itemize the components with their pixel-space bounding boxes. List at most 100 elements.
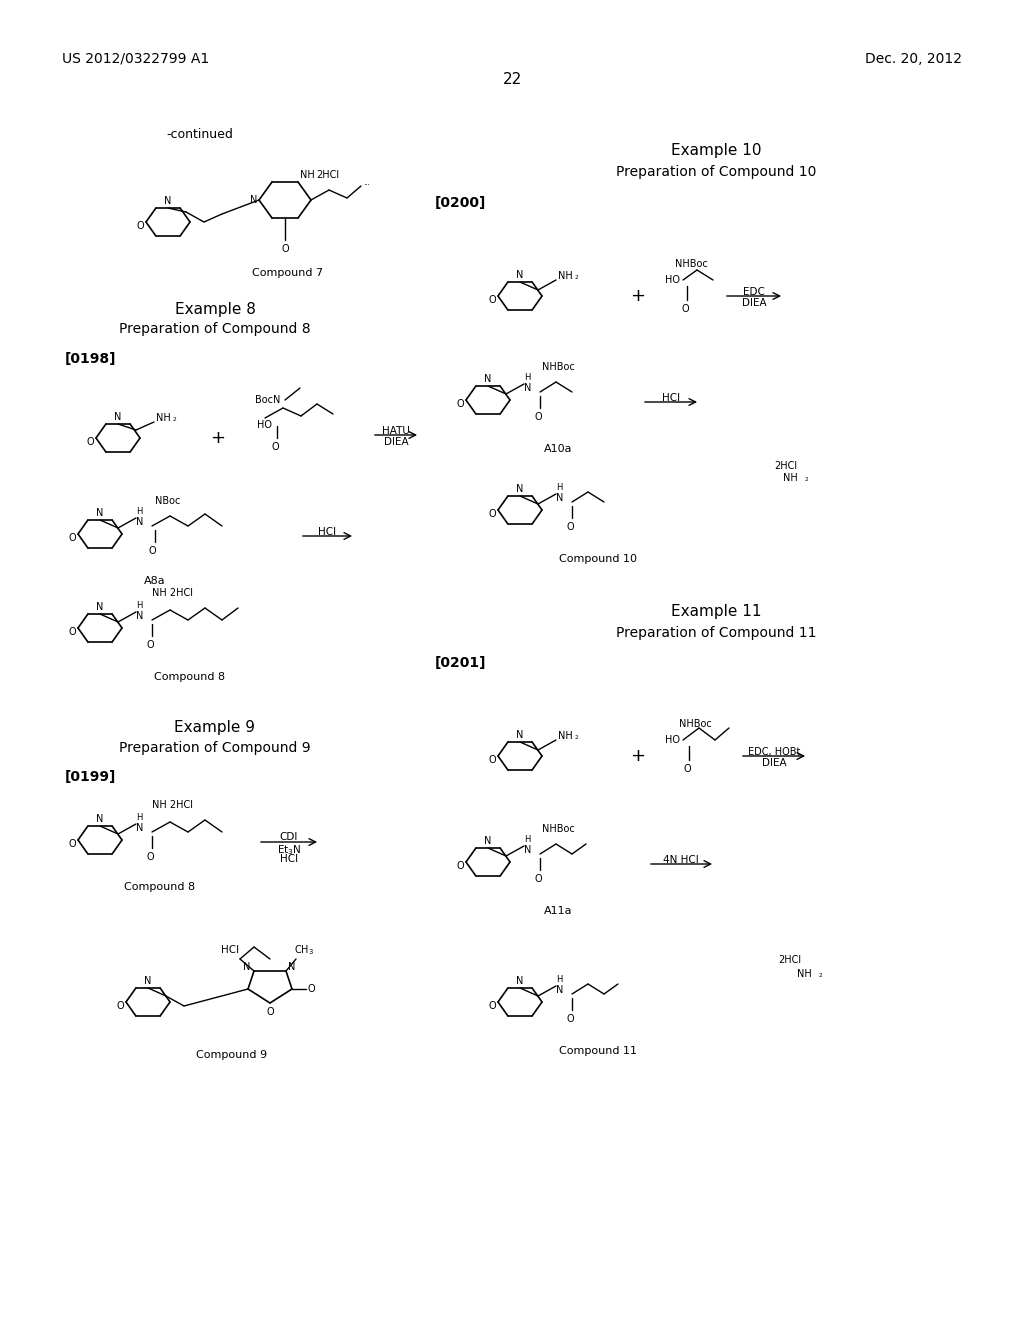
Text: N: N — [250, 195, 257, 205]
Text: N: N — [524, 845, 531, 855]
Text: H: H — [136, 507, 142, 516]
Text: +: + — [631, 286, 645, 305]
Text: O: O — [535, 412, 542, 422]
Text: 22: 22 — [503, 73, 521, 87]
Text: $_2$: $_2$ — [172, 414, 177, 424]
Text: HCl: HCl — [317, 527, 336, 537]
Text: O: O — [488, 755, 496, 766]
Text: -continued: -continued — [167, 128, 233, 141]
Text: H: H — [556, 483, 562, 492]
Text: N: N — [288, 962, 295, 972]
Text: Compound 9: Compound 9 — [197, 1049, 267, 1060]
Text: N: N — [96, 814, 103, 824]
Text: Compound 8: Compound 8 — [125, 882, 196, 892]
Text: O: O — [683, 764, 691, 774]
Text: O: O — [488, 296, 496, 305]
Text: O: O — [148, 546, 156, 556]
Text: $_2$: $_2$ — [804, 474, 809, 483]
Text: A11a: A11a — [544, 906, 572, 916]
Text: CH$_3$: CH$_3$ — [294, 944, 314, 957]
Text: NH: NH — [300, 170, 314, 180]
Text: NBoc: NBoc — [156, 496, 180, 506]
Text: Et$_3$N: Et$_3$N — [276, 843, 301, 857]
Text: O: O — [488, 510, 496, 519]
Text: 2HCl: 2HCl — [778, 954, 802, 965]
Text: N: N — [243, 962, 250, 972]
Text: Compound 7: Compound 7 — [253, 268, 324, 279]
Text: HO: HO — [665, 735, 680, 744]
Text: $_2$: $_2$ — [574, 272, 580, 281]
Text: N: N — [516, 484, 523, 494]
Text: 2HCl: 2HCl — [316, 170, 339, 180]
Text: 2HCl: 2HCl — [774, 461, 798, 471]
Text: O: O — [535, 874, 542, 884]
Text: N: N — [556, 985, 563, 995]
Text: [0199]: [0199] — [65, 770, 117, 784]
Text: NHBoc: NHBoc — [675, 259, 708, 269]
Text: A8a: A8a — [144, 576, 166, 586]
Text: Compound 8: Compound 8 — [155, 672, 225, 682]
Text: O: O — [86, 437, 94, 447]
Text: NH: NH — [558, 731, 572, 741]
Text: N: N — [484, 374, 492, 384]
Text: N: N — [136, 611, 143, 620]
Text: Example 9: Example 9 — [174, 719, 256, 735]
Text: HCl: HCl — [662, 393, 680, 403]
Text: NH: NH — [156, 413, 171, 422]
Text: $_2$: $_2$ — [574, 733, 580, 742]
Text: N: N — [516, 730, 523, 741]
Text: [0198]: [0198] — [65, 352, 117, 366]
Text: Example 11: Example 11 — [671, 605, 761, 619]
Text: N: N — [524, 383, 531, 393]
Text: HCl: HCl — [221, 945, 239, 954]
Text: N: N — [115, 412, 122, 422]
Text: NHBoc: NHBoc — [679, 719, 712, 729]
Text: 4N HCl: 4N HCl — [664, 855, 698, 865]
Text: EDC, HOBt: EDC, HOBt — [748, 747, 800, 756]
Text: N: N — [96, 602, 103, 612]
Text: O: O — [457, 399, 464, 409]
Text: HCl: HCl — [280, 854, 298, 865]
Text: HO: HO — [665, 275, 680, 285]
Text: DIEA: DIEA — [741, 298, 766, 308]
Text: DIEA: DIEA — [384, 437, 409, 447]
Text: NH: NH — [558, 271, 572, 281]
Text: O: O — [69, 533, 76, 544]
Text: O: O — [69, 627, 76, 638]
Text: O: O — [117, 1001, 124, 1011]
Text: NHBoc: NHBoc — [542, 362, 574, 372]
Text: O: O — [136, 222, 144, 231]
Text: N: N — [484, 836, 492, 846]
Text: N: N — [516, 271, 523, 280]
Text: [0200]: [0200] — [435, 195, 486, 210]
Text: N: N — [144, 975, 152, 986]
Text: Dec. 20, 2012: Dec. 20, 2012 — [865, 51, 962, 66]
Text: Preparation of Compound 8: Preparation of Compound 8 — [119, 322, 311, 337]
Text: EDC: EDC — [743, 286, 765, 297]
Text: NH: NH — [797, 969, 811, 979]
Text: O: O — [308, 983, 315, 994]
Text: O: O — [566, 521, 573, 532]
Text: O: O — [457, 861, 464, 871]
Text: O: O — [282, 244, 289, 253]
Text: NHBoc: NHBoc — [542, 824, 574, 834]
Text: [0201]: [0201] — [435, 656, 486, 671]
Text: N: N — [96, 508, 103, 517]
Text: O: O — [146, 640, 154, 649]
Text: Example 8: Example 8 — [174, 302, 255, 317]
Text: O: O — [271, 442, 279, 451]
Text: US 2012/0322799 A1: US 2012/0322799 A1 — [62, 51, 209, 66]
Text: H: H — [524, 836, 530, 845]
Text: N: N — [556, 492, 563, 503]
Text: Preparation of Compound 11: Preparation of Compound 11 — [615, 626, 816, 640]
Text: Compound 11: Compound 11 — [559, 1045, 637, 1056]
Text: O: O — [566, 1014, 573, 1024]
Text: H: H — [136, 602, 142, 610]
Text: N: N — [164, 195, 172, 206]
Text: HATU: HATU — [382, 426, 410, 436]
Text: DIEA: DIEA — [762, 758, 786, 768]
Text: Example 10: Example 10 — [671, 143, 761, 158]
Text: $_2$: $_2$ — [818, 970, 823, 979]
Text: O: O — [681, 304, 689, 314]
Text: O: O — [488, 1001, 496, 1011]
